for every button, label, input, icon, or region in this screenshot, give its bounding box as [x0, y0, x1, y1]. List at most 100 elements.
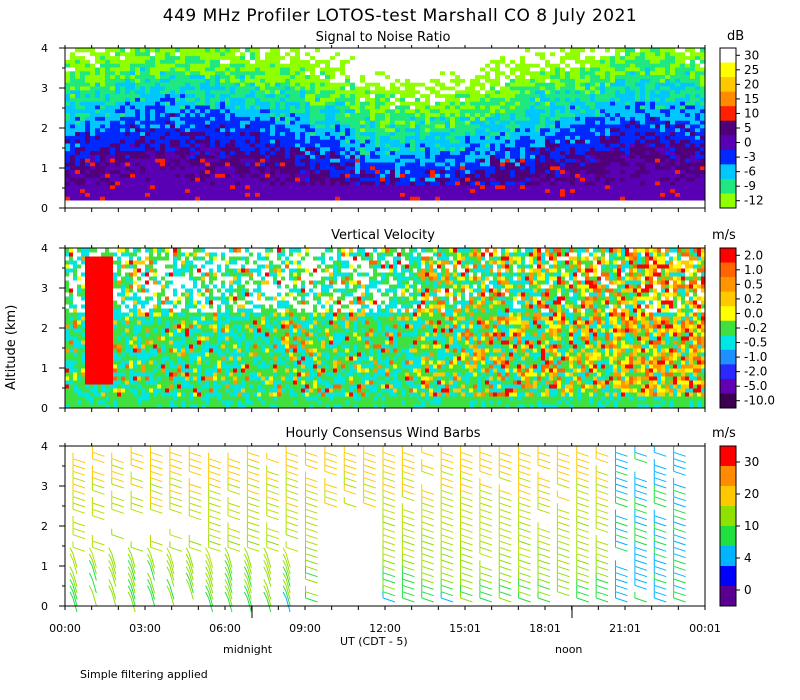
- snr-cell: [160, 48, 166, 53]
- snr-cell: [115, 67, 121, 72]
- snr-cell: [565, 112, 571, 117]
- snr-cell: [475, 78, 481, 83]
- snr-cell: [365, 177, 371, 182]
- snr-cell: [300, 165, 306, 171]
- snr-cell: [130, 173, 136, 178]
- snr-cell: [390, 82, 396, 87]
- snr-cell: [540, 184, 546, 190]
- snr-cell: [175, 78, 181, 83]
- snr-cell: [625, 143, 631, 148]
- snr-cell: [255, 169, 261, 174]
- snr-cell: [285, 89, 291, 95]
- snr-cell: [405, 67, 411, 72]
- snr-cell: [75, 146, 81, 152]
- snr-cell: [345, 112, 351, 117]
- snr-cell: [290, 78, 296, 83]
- snr-cell: [475, 192, 481, 197]
- snr-cell: [565, 184, 571, 190]
- snr-cell: [565, 139, 571, 144]
- snr-cell: [535, 124, 541, 129]
- snr-cell: [155, 135, 161, 140]
- snr-cell: [610, 120, 616, 125]
- snr-cell: [250, 188, 256, 193]
- snr-cell: [355, 82, 361, 87]
- snr-cell: [485, 93, 491, 98]
- snr-cell: [310, 143, 316, 148]
- snr-cell: [575, 127, 581, 133]
- snr-cell: [370, 86, 376, 91]
- snr-cell: [350, 146, 356, 152]
- snr-cell: [600, 165, 606, 171]
- snr-cell: [255, 93, 261, 98]
- snr-cell: [620, 188, 626, 193]
- snr-cell: [670, 127, 676, 133]
- snr-cell: [345, 82, 351, 87]
- snr-cell: [325, 143, 331, 148]
- snr-cell: [245, 48, 251, 53]
- snr-cell: [530, 74, 536, 79]
- snr-cell: [625, 51, 631, 57]
- snr-cell: [230, 93, 236, 98]
- snr-cell: [665, 188, 671, 193]
- snr-cell: [440, 154, 446, 159]
- snr-cell: [210, 63, 216, 68]
- snr-cell: [580, 112, 586, 117]
- snr-cell: [245, 70, 251, 76]
- snr-cell: [265, 124, 271, 129]
- snr-cell: [195, 135, 201, 140]
- snr-cell: [675, 184, 681, 190]
- snr-cell: [600, 173, 606, 178]
- snr-cell: [475, 196, 481, 201]
- snr-cell: [470, 48, 476, 53]
- snr-cell: [385, 78, 391, 83]
- snr-cell: [480, 154, 486, 159]
- snr-cell: [505, 139, 511, 144]
- snr-cell: [255, 59, 261, 64]
- snr-cell: [565, 135, 571, 140]
- snr-cell: [415, 93, 421, 98]
- snr-cell: [635, 48, 641, 53]
- snr-cell: [350, 188, 356, 193]
- snr-cell: [650, 63, 656, 68]
- snr-cell: [195, 48, 201, 53]
- snr-cell: [260, 86, 266, 91]
- snr-cell: [200, 78, 206, 83]
- snr-cell: [680, 51, 686, 57]
- snr-cell: [330, 120, 336, 125]
- snr-cell: [635, 162, 641, 167]
- snr-cell: [220, 165, 226, 171]
- snr-cell: [300, 59, 306, 64]
- snr-cell: [480, 97, 486, 102]
- snr-cell: [590, 150, 596, 155]
- snr-cell: [325, 101, 331, 106]
- snr-cell: [345, 150, 351, 155]
- snr-cell: [110, 127, 116, 133]
- snr-cell: [560, 63, 566, 68]
- snr-cell: [125, 127, 131, 133]
- snr-cell: [455, 154, 461, 159]
- snr-cell: [370, 184, 376, 190]
- snr-cell: [450, 86, 456, 91]
- snr-cell: [170, 93, 176, 98]
- snr-cell: [660, 78, 666, 83]
- snr-cell: [150, 112, 156, 117]
- snr-cell: [365, 192, 371, 197]
- snr-cell: [345, 143, 351, 148]
- snr-cell: [670, 97, 676, 102]
- snr-cell: [110, 146, 116, 152]
- snr-cell: [220, 78, 226, 83]
- snr-cell: [365, 124, 371, 129]
- snr-cell: [490, 74, 496, 79]
- snr-cell: [500, 82, 506, 87]
- snr-cell: [595, 97, 601, 102]
- snr-cell: [140, 112, 146, 117]
- snr-cell: [375, 51, 381, 57]
- snr-cell: [230, 139, 236, 144]
- snr-cell: [485, 131, 491, 136]
- snr-cell: [375, 55, 381, 60]
- snr-cell: [180, 181, 186, 186]
- snr-cell: [380, 108, 386, 114]
- snr-cell: [195, 127, 201, 133]
- snr-cell: [225, 143, 231, 148]
- snr-cell: [445, 89, 451, 95]
